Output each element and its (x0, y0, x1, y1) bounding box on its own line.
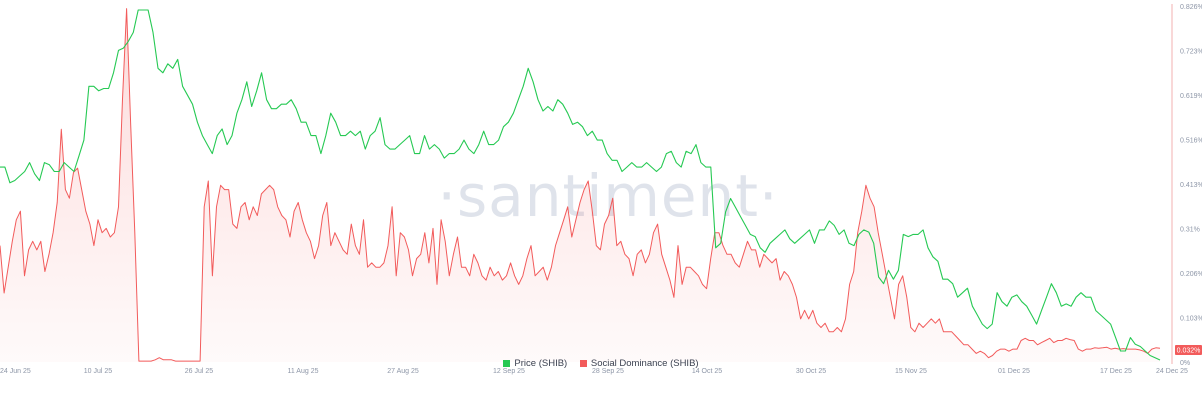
x-tick-label: 15 Nov 25 (895, 368, 927, 375)
x-tick-label: 28 Sep 25 (592, 368, 624, 375)
legend-item-social-dominance[interactable]: Social Dominance (SHIB) (579, 358, 699, 369)
x-tick-label: 26 Jul 25 (185, 368, 214, 375)
legend-label-price: Price (SHIB) (514, 358, 568, 369)
x-tick-label: 17 Dec 25 (1100, 368, 1132, 375)
x-tick-label: 30 Oct 25 (796, 368, 826, 375)
x-axis: 24 Jun 25 10 Jul 25 26 Jul 25 11 Aug 25 27 A… (0, 368, 1188, 375)
social-dominance-area (0, 8, 1160, 362)
legend: Price (SHIB) Social Dominance (SHIB) (0, 358, 1202, 370)
current-value-badge (1175, 345, 1202, 355)
x-tick-label: 10 Jul 25 (84, 368, 113, 375)
y-axis-right: 0.826% 0.723% 0.619% 0.516% 0.413% 0.31% 0.206… (1180, 4, 1202, 367)
series-layer (0, 8, 1161, 362)
y-tick-label: 0.413% (1180, 182, 1202, 189)
y-tick-label: 0.826% (1180, 4, 1202, 11)
x-tick-label: 14 Oct 25 (692, 368, 722, 375)
current-value-tag: 0.032% (1175, 345, 1202, 355)
social-dominance-line (0, 8, 1161, 362)
y-tick-label: 0.103% (1180, 316, 1202, 323)
y-tick-label: 0.516% (1180, 138, 1202, 145)
current-value-label: 0.032% (1177, 348, 1201, 355)
x-tick-label: 24 Jun 25 (0, 368, 31, 375)
y-tick-label: 0.723% (1180, 49, 1202, 56)
x-tick-label: 01 Dec 25 (998, 368, 1030, 375)
legend-swatch-social-dominance (579, 360, 587, 367)
legend-item-price[interactable]: Price (SHIB) (503, 358, 567, 369)
y-tick-label: 0.619% (1180, 93, 1202, 100)
x-tick-label: 12 Sep 25 (493, 368, 525, 375)
y-tick-label: 0.31% (1180, 227, 1200, 234)
legend-label-social-dominance: Social Dominance (SHIB) (590, 358, 699, 369)
y-tick-label: 0.206% (1180, 271, 1202, 278)
x-tick-label: 11 Aug 25 (287, 368, 318, 375)
y-tick-label: 0% (1180, 360, 1190, 367)
legend-swatch-price (503, 360, 511, 367)
price-line (0, 9, 1161, 361)
x-tick-label: 27 Aug 25 (387, 368, 419, 375)
x-tick-label: 24 Dec 25 (1156, 368, 1188, 375)
